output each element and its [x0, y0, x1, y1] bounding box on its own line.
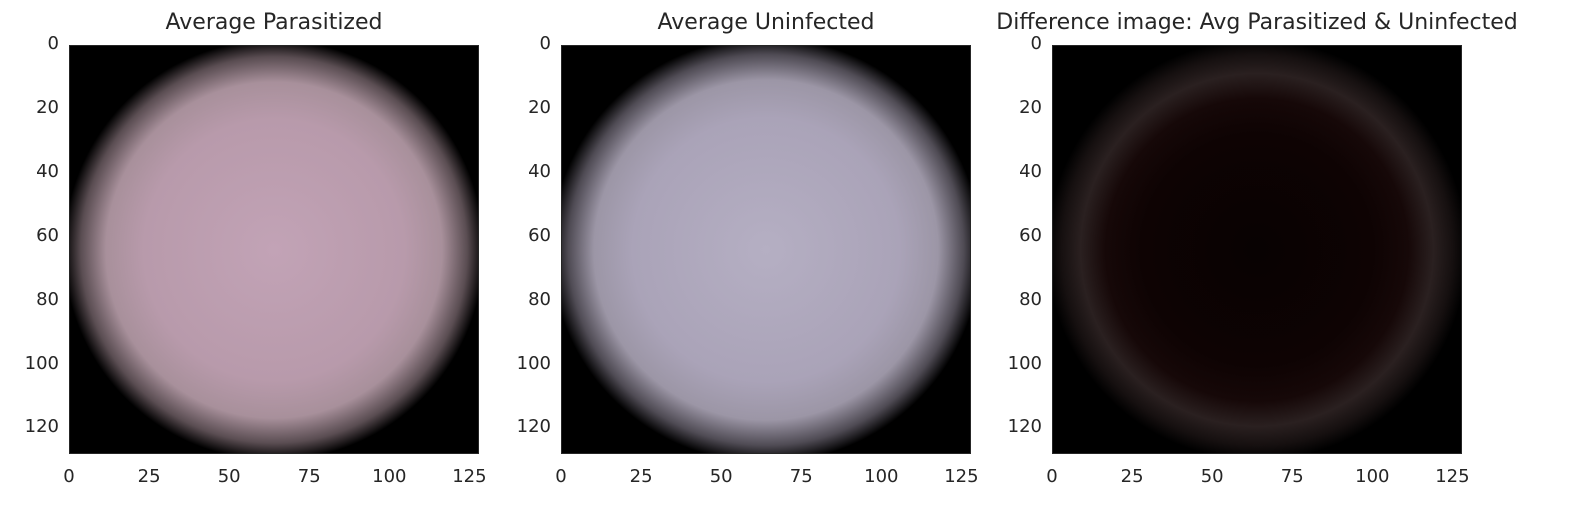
y-tick-label: 100 — [24, 352, 59, 374]
x-tick-label: 75 — [789, 466, 813, 487]
x-tick-label: 25 — [137, 466, 161, 487]
panel-title: Difference image: Avg Parasitized & Unin… — [996, 10, 1518, 35]
y-tick-label: 40 — [1019, 160, 1042, 182]
y-tick-label: 20 — [36, 96, 59, 118]
x-tick-label: 100 — [1355, 466, 1390, 487]
x-tick-label: 75 — [1280, 466, 1304, 487]
panel-difference-image: Difference image: Avg Parasitized & Unin… — [996, 0, 1517, 506]
x-tick-label: 50 — [709, 466, 733, 487]
x-tick-label: 100 — [372, 466, 407, 487]
y-tick-label: 20 — [1019, 96, 1042, 118]
y-tick-label: 120 — [24, 416, 59, 438]
x-tick-label: 125 — [1435, 466, 1470, 487]
y-tick-label: 0 — [539, 33, 551, 54]
y-tick-label: 80 — [528, 288, 551, 310]
difference-image — [1052, 45, 1462, 454]
y-tick-label: 100 — [1007, 352, 1042, 374]
difference-ring — [1053, 46, 1461, 453]
x-tick-label: 125 — [944, 466, 979, 487]
y-tick-label: 120 — [516, 416, 551, 438]
panel-average-uninfected: Average Uninfected 0 20 40 60 80 100 120 0 25 50… — [517, 0, 1001, 506]
y-tick-label: 60 — [528, 224, 551, 246]
x-tick-label: 50 — [217, 466, 241, 487]
x-tick-label: 0 — [555, 466, 567, 487]
x-tick-label: 75 — [297, 466, 321, 487]
y-tick-label: 0 — [1030, 33, 1042, 54]
x-tick-label: 25 — [1120, 466, 1144, 487]
x-tick-label: 100 — [864, 466, 899, 487]
panel-title: Average Parasitized — [165, 10, 383, 35]
x-tick-label: 50 — [1200, 466, 1224, 487]
y-tick-label: 60 — [1019, 224, 1042, 246]
panel-title: Average Uninfected — [657, 10, 875, 35]
y-tick-label: 100 — [516, 352, 551, 374]
x-tick-label: 125 — [452, 466, 487, 487]
parasitized-cell-blob — [70, 46, 478, 453]
y-tick-label: 120 — [1007, 416, 1042, 438]
x-tick-label: 0 — [63, 466, 75, 487]
x-tick-label: 0 — [1046, 466, 1058, 487]
x-tick-label: 25 — [629, 466, 653, 487]
y-tick-label: 40 — [528, 160, 551, 182]
uninfected-image — [561, 45, 971, 454]
parasitized-image — [69, 45, 479, 454]
y-tick-label: 0 — [47, 33, 59, 54]
y-tick-label: 40 — [36, 160, 59, 182]
panel-average-parasitized: Average Parasitized 0 20 40 60 80 100 120 0 25 5… — [25, 0, 509, 506]
y-tick-label: 80 — [1019, 288, 1042, 310]
y-tick-label: 80 — [36, 288, 59, 310]
y-tick-label: 60 — [36, 224, 59, 246]
uninfected-cell-blob — [562, 46, 970, 453]
y-tick-label: 20 — [528, 96, 551, 118]
